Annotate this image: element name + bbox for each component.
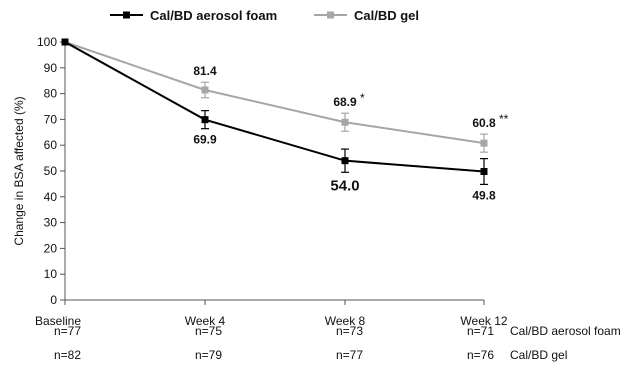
data-point (341, 118, 349, 126)
y-tick-label: 50 (44, 164, 58, 178)
significance-marker: ** (499, 112, 509, 126)
data-point (61, 38, 69, 46)
series-0: 69.9 54.0 49.8 (61, 38, 496, 202)
n-value: n=77 (54, 324, 82, 338)
axes: 0 10 20 30 40 50 60 70 80 90 100 Baseline Week 4 Week… (35, 35, 508, 328)
data-label: 54.0 (330, 177, 359, 194)
data-label: 69.9 (193, 133, 217, 147)
y-tick-label: 40 (44, 190, 58, 204)
series-layer: 81.4 68.9 * 60.8 ** 69.9 54.0 49.8 (61, 38, 509, 202)
n-row-label: Cal/BD gel (510, 348, 568, 362)
data-label: 60.8 (472, 116, 496, 130)
y-tick-label: 10 (44, 267, 58, 281)
data-label: 81.4 (193, 64, 217, 78)
legend-marker (327, 11, 334, 19)
legend-item-1: Cal/BD gel (314, 8, 419, 23)
n-value: n=76 (467, 348, 495, 362)
series-line (64, 41, 485, 145)
legend-item-0: Cal/BD aerosol foam (110, 8, 277, 23)
x-tick-label: Week 4 (185, 314, 226, 328)
x-tick-label: Week 12 (460, 314, 507, 328)
legend-label: Cal/BD aerosol foam (150, 8, 277, 23)
n-row-label: Cal/BD aerosol foam (510, 324, 621, 338)
y-tick-label: 60 (44, 138, 58, 152)
n-value: n=71 (467, 324, 495, 338)
legend-marker (123, 11, 130, 19)
data-point (480, 139, 488, 147)
y-tick-label: 80 (44, 87, 58, 101)
n-value: n=82 (54, 348, 82, 362)
data-point (201, 116, 209, 124)
n-value: n=79 (195, 348, 223, 362)
series-line (64, 41, 485, 173)
data-point (480, 168, 488, 176)
n-value: n=73 (336, 324, 364, 338)
n-value: n=75 (195, 324, 223, 338)
y-tick-label: 20 (44, 241, 58, 255)
y-axis-label: Change in BSA affected (%) (12, 96, 26, 245)
significance-marker: * (360, 91, 365, 105)
legend-label: Cal/BD gel (354, 8, 419, 23)
data-label: 49.8 (472, 188, 496, 202)
series-1: 81.4 68.9 * 60.8 ** (61, 38, 509, 153)
n-value: n=77 (336, 348, 364, 362)
data-point (341, 157, 349, 165)
legend: Cal/BD aerosol foam Cal/BD gel (110, 8, 419, 23)
data-label: 68.9 (333, 95, 357, 109)
data-point (201, 86, 209, 94)
y-tick-label: 70 (44, 112, 58, 126)
y-tick-label: 30 (44, 216, 58, 230)
x-tick-label: Baseline (35, 314, 81, 328)
y-tick-label: 90 (44, 61, 58, 75)
x-tick-label: Week 8 (325, 314, 366, 328)
y-tick-label: 0 (50, 293, 57, 307)
y-tick-label: 100 (37, 35, 57, 49)
